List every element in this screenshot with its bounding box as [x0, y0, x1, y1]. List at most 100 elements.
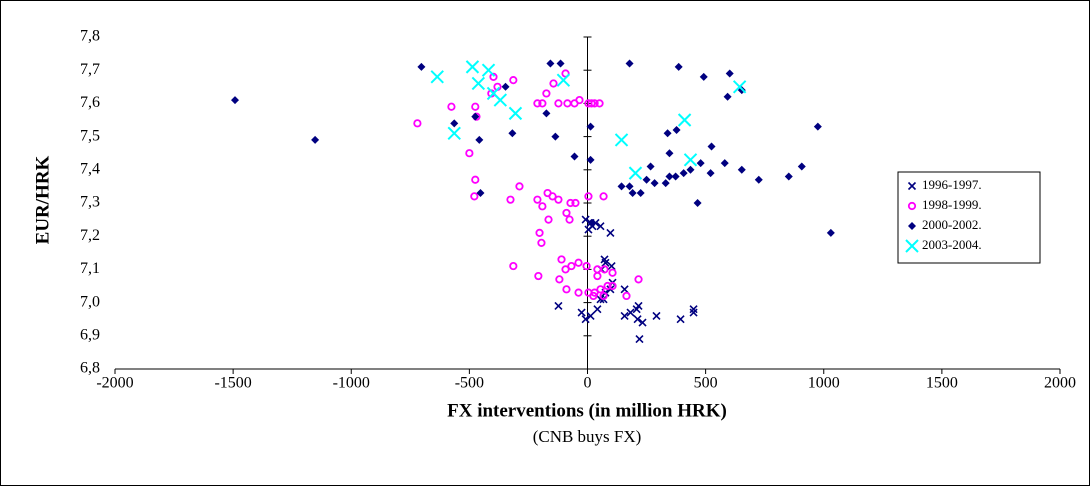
point: [546, 59, 555, 68]
point: [905, 239, 919, 253]
point: [589, 291, 598, 301]
point: [471, 76, 486, 91]
point: [567, 261, 576, 271]
point: [575, 95, 584, 105]
point: [475, 135, 484, 144]
point: [509, 261, 518, 271]
point: [450, 119, 459, 128]
y-tick-label: 7,6: [80, 94, 100, 111]
point: [509, 76, 518, 85]
legend-label: 1996-1997.: [922, 177, 982, 192]
point: [311, 135, 320, 144]
point: [607, 262, 616, 271]
point: [562, 208, 571, 218]
point: [608, 281, 617, 291]
point: [693, 199, 702, 207]
point: [720, 159, 729, 168]
point: [571, 198, 580, 208]
point: [813, 122, 822, 131]
point: [652, 311, 661, 320]
point: [574, 258, 583, 267]
point: [582, 261, 591, 271]
y-tick-label: 6,8: [80, 360, 100, 377]
point: [665, 172, 674, 181]
point: [533, 99, 542, 108]
point: [650, 179, 659, 188]
point: [562, 285, 571, 294]
point: [508, 106, 523, 121]
point: [574, 288, 583, 297]
point: [556, 73, 571, 87]
point: [706, 169, 715, 178]
point: [587, 218, 596, 227]
point: [508, 129, 517, 138]
point: [596, 295, 605, 304]
y-axis-label: EUR/HRK: [32, 155, 53, 244]
point: [538, 202, 547, 211]
point: [586, 122, 595, 131]
point: [642, 175, 651, 184]
point: [489, 72, 498, 81]
point: [725, 69, 734, 78]
point: [608, 268, 617, 277]
legend-label: 1998-1999.: [922, 197, 982, 212]
x-axis-note: (CNB buys FX): [533, 427, 642, 446]
point: [620, 285, 629, 294]
point: [231, 96, 240, 105]
x-tick-label: 1500: [926, 375, 958, 392]
x-tick-label: -2000: [96, 375, 133, 392]
point: [534, 271, 543, 281]
point: [646, 162, 655, 171]
point: [665, 149, 674, 158]
point: [586, 155, 595, 164]
point: [471, 102, 480, 111]
point: [614, 133, 629, 147]
point: [617, 182, 626, 191]
point: [501, 82, 510, 91]
point: [600, 265, 609, 274]
point: [577, 308, 586, 317]
point: [417, 62, 426, 71]
point: [596, 285, 605, 294]
point: [635, 335, 644, 344]
point: [784, 172, 793, 181]
legend-label: 2000-2002.: [922, 217, 982, 232]
y-tick-label: 7,4: [80, 160, 100, 177]
point: [663, 129, 672, 138]
point: [633, 315, 642, 324]
point: [826, 228, 835, 237]
point: [638, 318, 647, 327]
point: [556, 59, 565, 68]
point: [581, 315, 590, 324]
point: [625, 59, 634, 68]
point: [628, 166, 643, 180]
point: [737, 165, 746, 174]
point: [476, 189, 485, 198]
point: [538, 99, 547, 108]
point: [587, 99, 596, 108]
point: [430, 70, 444, 84]
point: [603, 281, 612, 291]
point: [544, 215, 553, 224]
point: [634, 301, 643, 310]
x-tick-label: -1500: [214, 375, 251, 392]
point: [622, 291, 631, 301]
point: [661, 179, 670, 188]
point: [699, 72, 708, 81]
point: [515, 182, 524, 191]
legend-box: [897, 171, 1041, 264]
point: [676, 315, 685, 324]
point: [554, 195, 563, 204]
point: [636, 189, 645, 198]
x-tick-label: -500: [455, 375, 484, 392]
point: [471, 112, 480, 121]
point: [447, 102, 456, 111]
point: [566, 198, 575, 208]
point: [707, 142, 716, 151]
point: [537, 238, 546, 247]
point: [625, 182, 634, 191]
point: [551, 132, 560, 141]
x-axis-label: FX interventions (in million HRK): [447, 400, 727, 421]
point: [671, 172, 680, 181]
x-tick-label: 500: [694, 375, 718, 392]
